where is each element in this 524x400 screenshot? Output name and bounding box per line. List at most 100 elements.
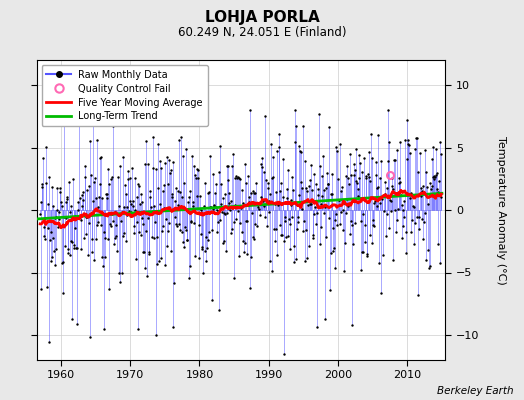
Point [397,192,405,198]
Point [264,180,272,186]
Point [428,156,436,162]
Point [56,188,64,195]
Point [161,262,170,268]
Point [240,249,248,256]
Point [199,270,207,277]
Point [67,202,75,209]
Point [83,187,91,194]
Point [56,185,64,192]
Point [341,240,349,246]
Point [278,156,287,162]
Point [164,228,172,234]
Point [36,211,45,217]
Point [136,191,145,197]
Point [366,178,374,185]
Point [119,230,128,236]
Point [355,152,364,159]
Point [75,121,84,128]
Point [96,155,104,162]
Point [379,252,387,258]
Point [286,221,294,228]
Point [58,260,66,266]
Point [315,241,324,248]
Point [147,234,156,240]
Point [70,245,79,251]
Point [103,195,111,201]
Point [401,250,410,256]
Point [412,134,420,141]
Point [191,252,200,259]
Point [224,163,232,169]
Point [283,233,292,239]
Point [101,234,110,241]
Point [145,249,154,255]
Point [231,175,239,181]
Point [144,160,152,167]
Point [247,254,256,260]
Point [341,210,350,216]
Point [78,202,86,209]
Point [179,239,188,246]
Point [105,180,113,187]
Point [99,194,107,201]
Point [194,175,202,181]
Point [94,204,103,210]
Point [309,232,317,238]
Point [418,188,426,194]
Point [59,290,67,296]
Point [429,144,438,151]
Point [256,212,264,218]
Point [222,248,230,254]
Point [282,234,290,240]
Point [415,226,423,233]
Point [209,205,217,212]
Point [328,171,336,177]
Point [47,228,56,235]
Point [281,218,290,224]
Point [340,200,348,206]
Point [218,209,226,216]
Point [330,217,339,223]
Point [283,195,291,202]
Point [353,180,361,186]
Point [293,218,302,225]
Point [121,182,129,188]
Point [402,156,411,162]
Point [87,172,95,178]
Point [351,220,359,226]
Point [244,173,252,180]
Point [169,159,178,165]
Point [96,153,105,160]
Point [387,198,395,204]
Point [332,211,341,217]
Point [334,197,343,203]
Point [348,222,357,228]
Point [159,223,167,230]
Point [275,131,283,138]
Point [40,233,48,239]
Y-axis label: Temperature Anomaly (°C): Temperature Anomaly (°C) [496,136,506,284]
Point [270,238,279,244]
Point [51,262,59,268]
Point [105,286,114,292]
Point [233,174,242,180]
Point [255,200,264,206]
Point [292,123,301,129]
Point [224,177,233,184]
Point [38,184,47,190]
Point [60,214,69,220]
Point [263,223,271,230]
Point [298,185,306,192]
Point [413,135,421,141]
Point [70,242,78,249]
Point [122,190,130,197]
Point [162,215,170,222]
Point [385,225,393,232]
Point [364,171,372,177]
Point [77,216,85,223]
Point [286,246,294,252]
Point [362,173,370,180]
Point [414,292,422,299]
Point [313,324,321,330]
Point [123,212,132,219]
